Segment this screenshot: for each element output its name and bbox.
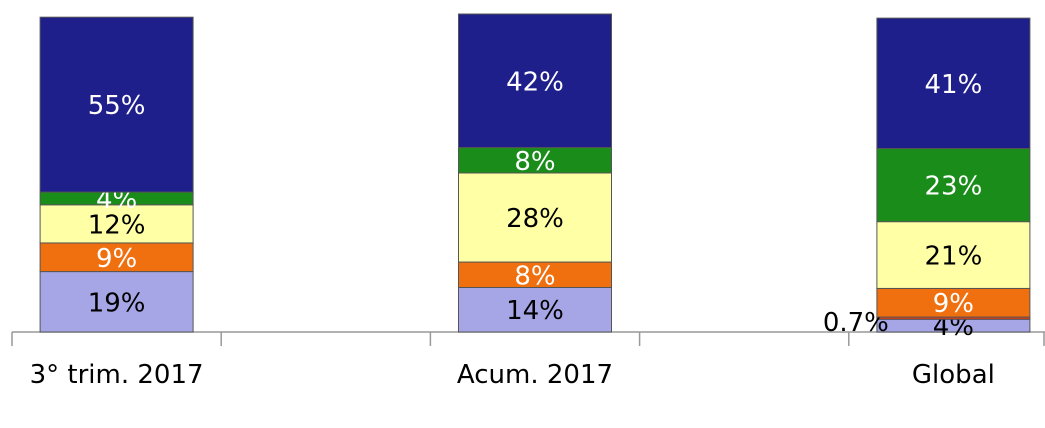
bar-segment bbox=[458, 261, 612, 288]
data-label: 8% bbox=[514, 261, 555, 291]
bar-segment bbox=[39, 16, 194, 193]
data-label: 19% bbox=[88, 288, 146, 318]
bar-segment bbox=[458, 13, 612, 149]
bar-segment bbox=[458, 286, 612, 333]
data-label: 28% bbox=[506, 204, 564, 234]
data-label: 12% bbox=[88, 210, 146, 240]
data-label: 55% bbox=[88, 91, 146, 121]
data-label: 23% bbox=[925, 172, 983, 202]
data-label: 9% bbox=[933, 289, 974, 319]
bar-segment bbox=[876, 221, 1031, 289]
data-label: 41% bbox=[925, 70, 983, 100]
x-tick-label: Acum. 2017 bbox=[456, 360, 614, 390]
bar-segment bbox=[39, 242, 194, 273]
data-label: 21% bbox=[925, 242, 983, 272]
bar-segment bbox=[876, 148, 1031, 223]
bar-segment bbox=[39, 204, 194, 244]
bar-segment bbox=[876, 17, 1031, 150]
data-label: 9% bbox=[96, 244, 137, 274]
data-label: 8% bbox=[514, 147, 555, 177]
bar-segment bbox=[39, 271, 194, 333]
x-tick-label: 3° trim. 2017 bbox=[29, 360, 204, 390]
x-tick-label: Global bbox=[911, 360, 995, 390]
data-label: 42% bbox=[506, 67, 564, 97]
data-label: 14% bbox=[506, 296, 564, 326]
bar-segment bbox=[458, 172, 612, 263]
